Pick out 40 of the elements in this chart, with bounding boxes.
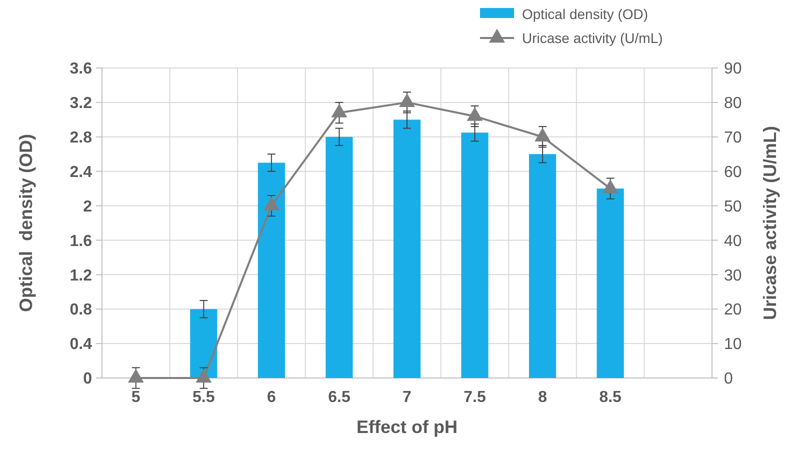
x-tick-label: 7.5	[464, 389, 486, 406]
y2-axis-title: Uricase activity (U/mL)	[760, 126, 780, 320]
y2-tick-label: 70	[724, 129, 742, 146]
y-tick-label: 1.6	[70, 232, 92, 250]
legend-label: Optical density (OD)	[522, 6, 648, 22]
y2-tick-label: 50	[724, 198, 742, 216]
y-tick-label: 0.4	[70, 336, 92, 354]
x-tick-label: 8.5	[599, 389, 622, 406]
x-tick-label: 6.5	[328, 389, 350, 406]
y-tick-label: 2.4	[70, 164, 92, 181]
legend-label: Uricase activity (U/mL)	[522, 30, 663, 46]
x-tick-label: 5.5	[192, 389, 215, 406]
y-axis-title: Optical density (OD)	[16, 134, 36, 312]
bar	[461, 132, 488, 378]
bar	[258, 162, 285, 378]
y2-tick-label: 80	[724, 95, 742, 112]
bar	[190, 309, 218, 378]
y-tick-label: 0.8	[70, 302, 92, 319]
y-tick-label: 2.8	[70, 129, 92, 146]
y2-tick-label: 20	[724, 302, 742, 319]
y2-tick-label: 60	[724, 164, 742, 181]
x-axis-title: Effect of pH	[356, 417, 458, 437]
x-tick-label: 8	[538, 389, 548, 406]
bar	[393, 120, 421, 378]
y-tick-label: 3.6	[70, 60, 92, 78]
y2-tick-label: 0	[724, 370, 733, 388]
x-tick-label: 6	[266, 389, 276, 406]
y2-tick-label: 30	[724, 267, 742, 284]
x-tick-label: 7	[402, 389, 412, 406]
y2-tick-label: 90	[724, 60, 742, 78]
y2-tick-label: 10	[724, 336, 742, 354]
x-tick-label: 5	[131, 389, 140, 406]
bar	[529, 154, 556, 378]
bar	[326, 136, 353, 378]
y-tick-label: 0	[83, 370, 92, 388]
bar	[596, 188, 624, 378]
y2-tick-label: 40	[724, 232, 742, 250]
y-tick-label: 1.2	[70, 267, 92, 284]
y-tick-label: 2	[83, 198, 92, 216]
y-tick-label: 3.2	[70, 95, 92, 112]
